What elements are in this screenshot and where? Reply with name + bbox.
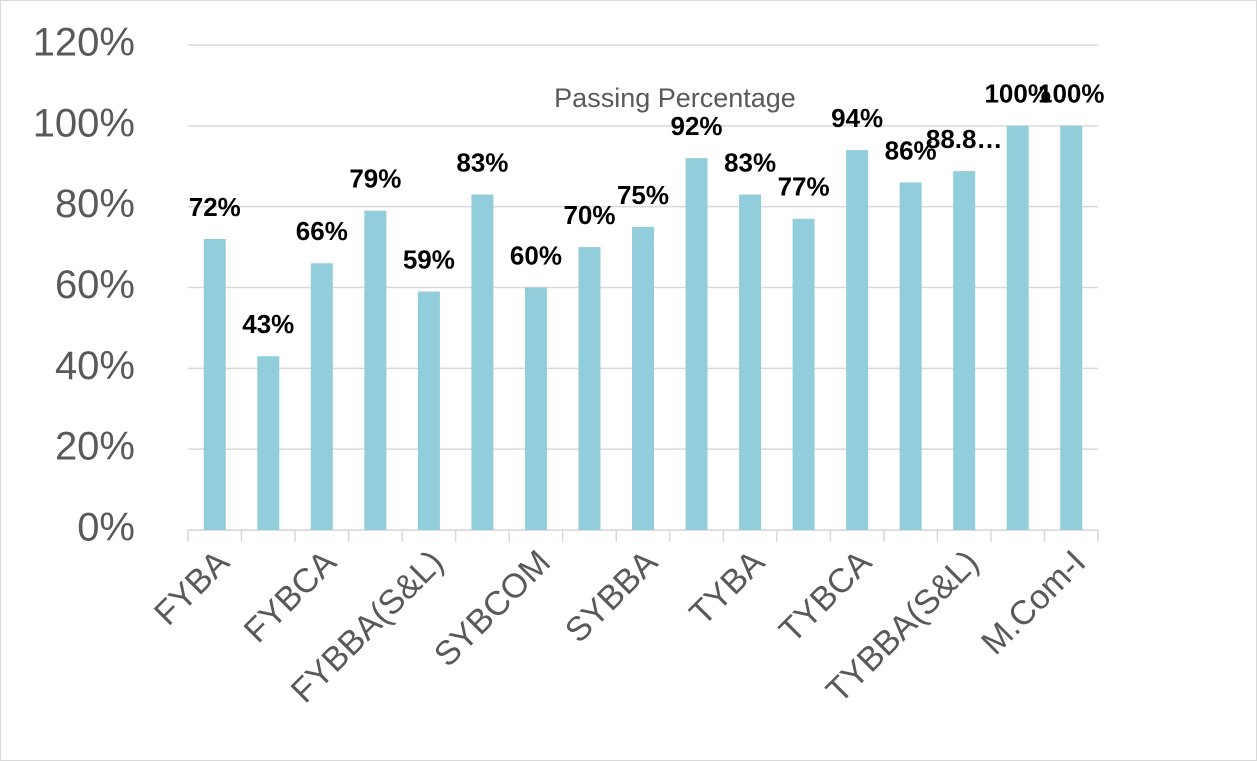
bar [739, 194, 762, 530]
bar [899, 182, 922, 530]
y-tick-label: 40% [55, 344, 135, 388]
y-tick-label: 120% [33, 21, 135, 65]
bar [257, 356, 280, 530]
y-tick-label: 0% [77, 506, 135, 550]
data-label: 100% [984, 79, 1051, 109]
data-label: 94% [831, 103, 883, 133]
data-label: 60% [510, 240, 562, 270]
bar [364, 210, 387, 531]
data-label: 66% [296, 216, 348, 246]
data-label: 79% [349, 164, 401, 194]
y-tick-label: 100% [33, 101, 135, 145]
data-label: 75% [617, 180, 669, 210]
bar [792, 218, 815, 530]
bar [471, 194, 494, 530]
data-label: 59% [403, 244, 455, 274]
bar [632, 226, 654, 530]
bar [685, 158, 708, 530]
chart-title: Passing Percentage [554, 83, 796, 113]
data-label: 83% [724, 147, 776, 177]
data-label: 92% [671, 111, 723, 141]
bar [846, 150, 869, 531]
y-tick-label: 60% [55, 263, 135, 307]
data-label: 88.8… [926, 124, 1003, 154]
bar [417, 291, 440, 530]
data-label: 72% [189, 192, 241, 222]
data-label: 70% [563, 200, 615, 230]
bar [1006, 125, 1029, 530]
bar [310, 263, 333, 530]
data-label: 43% [242, 309, 294, 339]
data-label: 100% [1038, 79, 1105, 109]
bar [203, 239, 226, 530]
bar [578, 247, 601, 531]
bar [524, 287, 547, 530]
data-label: 86% [885, 135, 937, 165]
bar [953, 171, 976, 530]
data-label: 77% [778, 172, 830, 202]
data-label: 83% [456, 147, 508, 177]
bar [1060, 125, 1083, 530]
y-tick-label: 80% [55, 182, 135, 226]
y-tick-label: 20% [55, 425, 135, 469]
